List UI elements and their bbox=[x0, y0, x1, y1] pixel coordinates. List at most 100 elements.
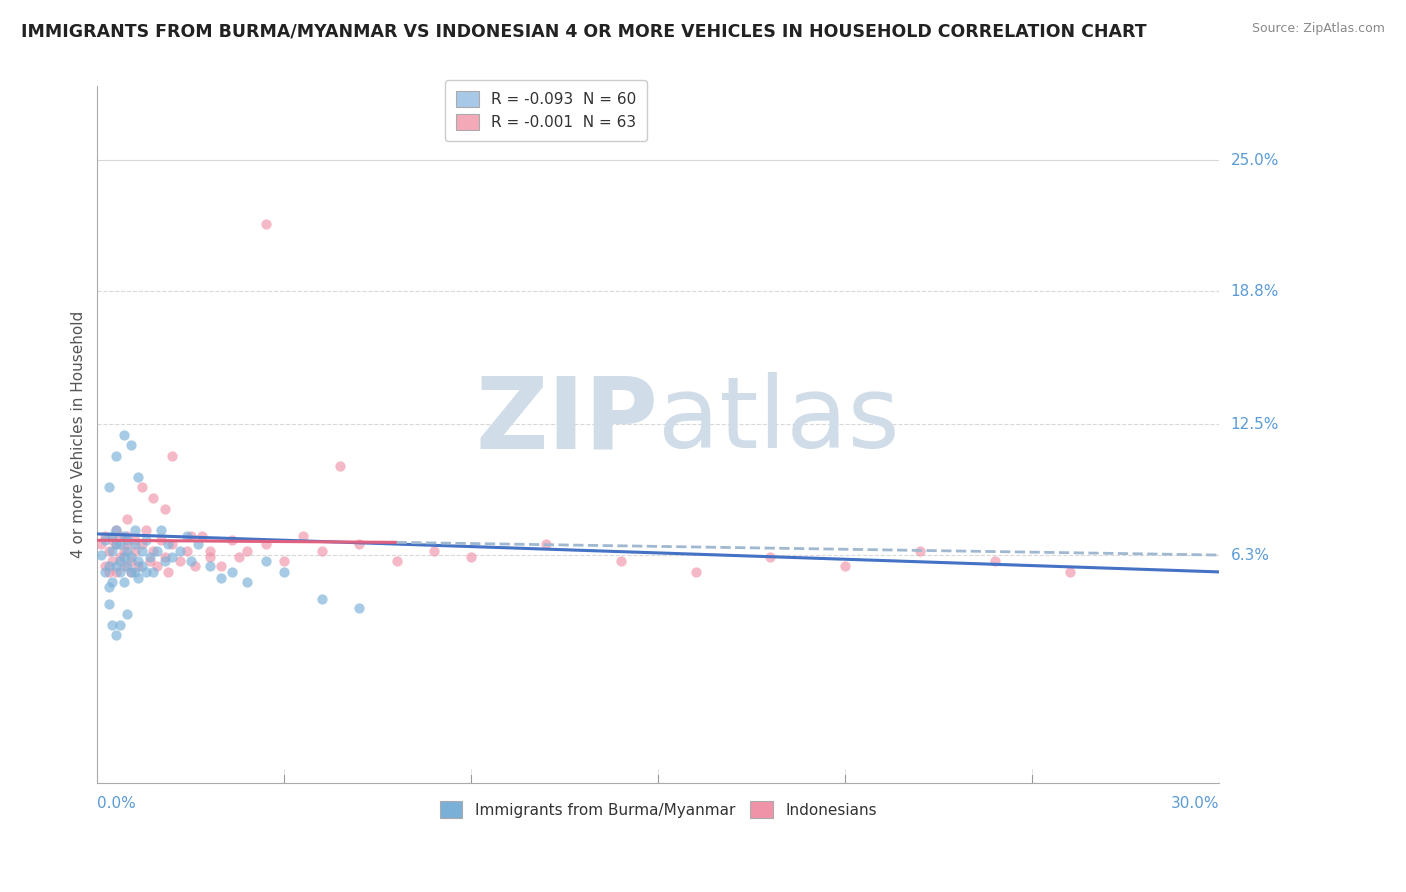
Point bbox=[153, 550, 176, 565]
Point bbox=[160, 537, 183, 551]
Point bbox=[131, 544, 153, 558]
Point bbox=[127, 571, 149, 585]
Point bbox=[108, 529, 131, 543]
Point bbox=[120, 554, 142, 568]
Point bbox=[124, 523, 146, 537]
Point bbox=[183, 558, 205, 573]
Point bbox=[180, 554, 202, 568]
Point bbox=[273, 565, 295, 579]
Point bbox=[124, 533, 146, 548]
Text: atlas: atlas bbox=[658, 372, 900, 469]
Point bbox=[236, 575, 259, 590]
Point bbox=[176, 544, 198, 558]
Point bbox=[187, 537, 209, 551]
Point bbox=[228, 550, 250, 565]
Point bbox=[142, 491, 165, 505]
Text: Source: ZipAtlas.com: Source: ZipAtlas.com bbox=[1251, 22, 1385, 36]
Point bbox=[105, 523, 128, 537]
Point bbox=[127, 554, 149, 568]
Point bbox=[191, 529, 214, 543]
Point bbox=[124, 565, 146, 579]
Point bbox=[90, 537, 112, 551]
Point bbox=[112, 427, 135, 442]
Point bbox=[101, 529, 124, 543]
Point bbox=[117, 607, 139, 622]
Point bbox=[101, 575, 124, 590]
Point bbox=[112, 575, 135, 590]
Point bbox=[198, 558, 221, 573]
Point bbox=[94, 558, 117, 573]
Point bbox=[108, 617, 131, 632]
Point bbox=[94, 529, 117, 543]
Text: 12.5%: 12.5% bbox=[1230, 417, 1279, 432]
Point bbox=[94, 533, 117, 548]
Point bbox=[984, 554, 1007, 568]
Point bbox=[169, 554, 191, 568]
Point bbox=[254, 537, 277, 551]
Point bbox=[120, 438, 142, 452]
Text: 25.0%: 25.0% bbox=[1230, 153, 1279, 168]
Point bbox=[135, 533, 157, 548]
Point bbox=[108, 550, 131, 565]
Point bbox=[117, 533, 139, 548]
Point bbox=[236, 544, 259, 558]
Point bbox=[105, 628, 128, 642]
Point bbox=[146, 558, 169, 573]
Point bbox=[534, 537, 557, 551]
Point bbox=[105, 449, 128, 463]
Point bbox=[157, 565, 180, 579]
Point bbox=[385, 554, 408, 568]
Point bbox=[685, 565, 707, 579]
Point bbox=[221, 565, 243, 579]
Point bbox=[834, 558, 856, 573]
Point bbox=[142, 565, 165, 579]
Point bbox=[423, 544, 446, 558]
Text: ZIP: ZIP bbox=[475, 372, 658, 469]
Point bbox=[105, 523, 128, 537]
Point bbox=[149, 523, 172, 537]
Point bbox=[254, 554, 277, 568]
Point bbox=[160, 550, 183, 565]
Point bbox=[160, 449, 183, 463]
Point bbox=[347, 600, 370, 615]
Y-axis label: 4 or more Vehicles in Household: 4 or more Vehicles in Household bbox=[72, 311, 86, 558]
Point bbox=[108, 565, 131, 579]
Point bbox=[153, 501, 176, 516]
Point bbox=[101, 533, 124, 548]
Point bbox=[117, 537, 139, 551]
Text: IMMIGRANTS FROM BURMA/MYANMAR VS INDONESIAN 4 OR MORE VEHICLES IN HOUSEHOLD CORR: IMMIGRANTS FROM BURMA/MYANMAR VS INDONES… bbox=[21, 22, 1147, 40]
Point bbox=[105, 537, 128, 551]
Point bbox=[131, 481, 153, 495]
Point bbox=[117, 529, 139, 543]
Point bbox=[329, 459, 352, 474]
Point bbox=[180, 529, 202, 543]
Point bbox=[127, 470, 149, 484]
Point bbox=[105, 558, 128, 573]
Point bbox=[254, 217, 277, 231]
Text: 6.3%: 6.3% bbox=[1230, 548, 1270, 563]
Point bbox=[610, 554, 633, 568]
Text: 0.0%: 0.0% bbox=[97, 796, 136, 811]
Point bbox=[97, 558, 120, 573]
Point bbox=[146, 544, 169, 558]
Point bbox=[311, 544, 333, 558]
Point bbox=[108, 537, 131, 551]
Point bbox=[97, 544, 120, 558]
Point bbox=[198, 544, 221, 558]
Point bbox=[97, 597, 120, 611]
Text: 18.8%: 18.8% bbox=[1230, 284, 1279, 299]
Point bbox=[105, 565, 128, 579]
Point bbox=[131, 537, 153, 551]
Point bbox=[347, 537, 370, 551]
Point bbox=[94, 565, 117, 579]
Point bbox=[759, 550, 782, 565]
Point bbox=[127, 558, 149, 573]
Point bbox=[120, 565, 142, 579]
Point bbox=[153, 554, 176, 568]
Point bbox=[101, 544, 124, 558]
Point bbox=[117, 558, 139, 573]
Point bbox=[97, 481, 120, 495]
Point bbox=[221, 533, 243, 548]
Point bbox=[117, 512, 139, 526]
Point bbox=[112, 529, 135, 543]
